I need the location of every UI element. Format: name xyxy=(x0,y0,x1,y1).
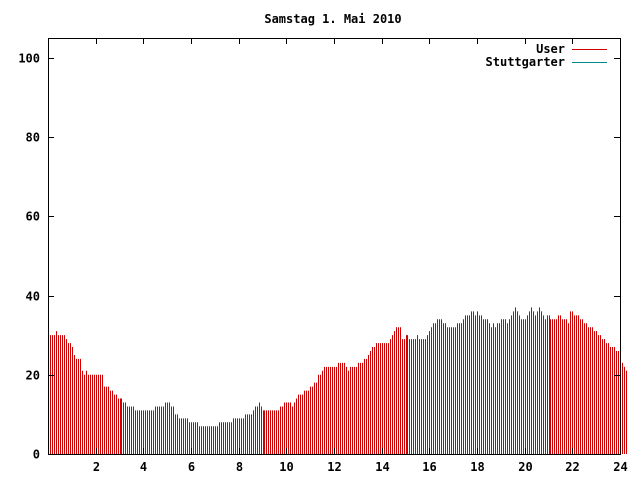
y-tick-label: 60 xyxy=(26,210,40,224)
x-tick-label: 6 xyxy=(188,460,195,474)
y-tick-label: 40 xyxy=(26,290,40,304)
y-tick-label: 0 xyxy=(33,448,40,462)
x-tick-label: 4 xyxy=(140,460,147,474)
x-tick-label: 18 xyxy=(470,460,484,474)
x-tick-label: 12 xyxy=(327,460,341,474)
chart-title: Samstag 1. Mai 2010 xyxy=(264,12,401,26)
legend-label: User xyxy=(536,42,565,56)
x-tick-label: 24 xyxy=(613,460,627,474)
bars-layer xyxy=(48,307,627,454)
x-tick-label: 14 xyxy=(375,460,389,474)
x-tick-label: 16 xyxy=(422,460,436,474)
x-tick-label: 22 xyxy=(565,460,579,474)
x-tick-label: 8 xyxy=(236,460,243,474)
y-tick-label: 80 xyxy=(26,131,40,145)
y-tick-label: 100 xyxy=(18,52,40,66)
x-tick-label: 10 xyxy=(279,460,293,474)
legend-label: Stuttgarter xyxy=(486,55,565,69)
x-tick-label: 2 xyxy=(93,460,100,474)
y-tick-label: 20 xyxy=(26,369,40,383)
x-tick-label: 20 xyxy=(518,460,532,474)
